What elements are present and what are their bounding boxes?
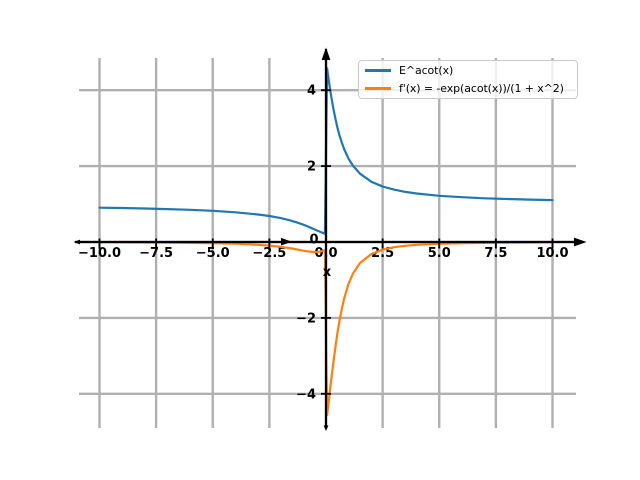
y-tick-label: 2 <box>307 160 316 175</box>
x-tick-label: −7.5 <box>139 246 173 261</box>
x-tick-label: 5.0 <box>428 246 451 261</box>
x-axis-mid-arrow-icon <box>281 237 292 246</box>
y-tick-label: 4 <box>307 84 316 99</box>
x-tick-label: 7.5 <box>484 246 507 261</box>
x-tick-label: −5.0 <box>196 246 230 261</box>
y-tick-label: −4 <box>296 387 316 402</box>
legend-entry-0: E^acot(x) <box>365 64 571 77</box>
legend: E^acot(x) f'(x) = -exp(acot(x))/(1 + x^2… <box>358 60 578 99</box>
y-axis-bottom-arrow-icon <box>323 425 329 431</box>
curve-0 <box>98 67 554 235</box>
x-tick-label: −10.0 <box>78 246 121 261</box>
legend-entry-1: f'(x) = -exp(acot(x))/(1 + x^2) <box>365 82 571 95</box>
legend-line-sample-0 <box>365 69 391 72</box>
x-axis-label: x <box>323 265 332 280</box>
x-tick-label: 10.0 <box>536 246 568 261</box>
y-tick-label: −2 <box>296 311 316 326</box>
legend-label-1: f'(x) = -exp(acot(x))/(1 + x^2) <box>399 82 564 95</box>
x-axis-right-arrow-icon <box>574 237 587 247</box>
legend-label-0: E^acot(x) <box>399 64 454 77</box>
y-tick-label: 0 <box>309 233 318 248</box>
x-tick-label: −2.5 <box>252 246 286 261</box>
x-axis-left-arrow-icon <box>73 239 80 245</box>
curve-1 <box>98 241 554 417</box>
legend-line-sample-1 <box>365 87 391 90</box>
x-tick-label: 2.5 <box>371 246 394 261</box>
y-axis-top-arrow-icon <box>321 47 331 60</box>
